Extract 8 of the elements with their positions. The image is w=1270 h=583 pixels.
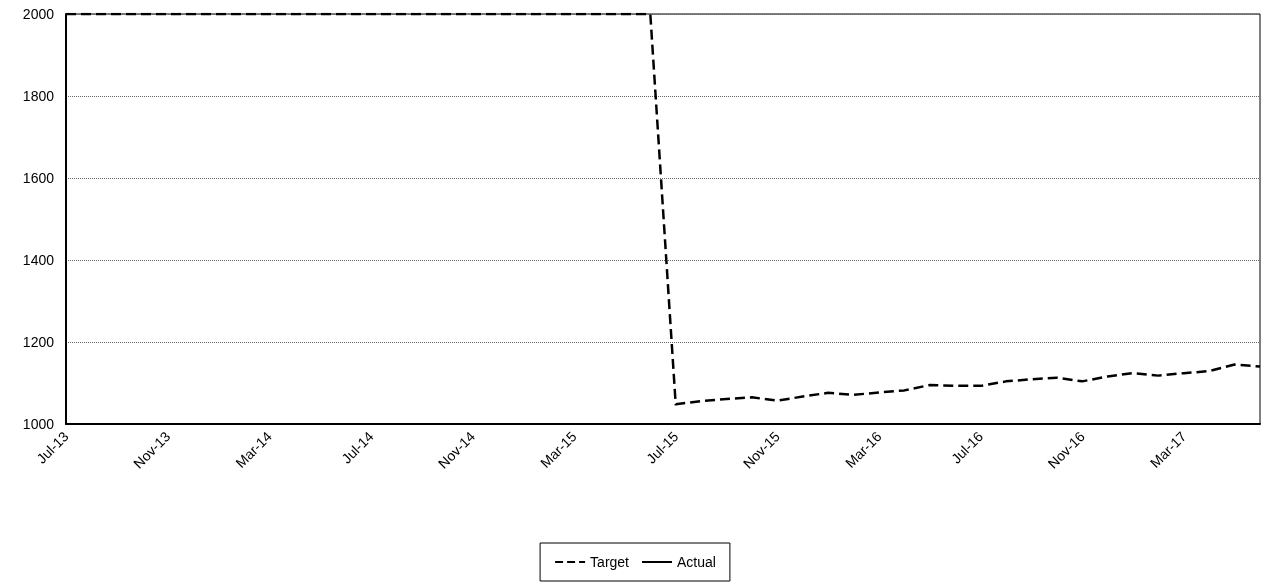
legend-label: Target: [590, 554, 630, 570]
y-tick-label: 1200: [22, 334, 55, 350]
legend-label: Actual: [677, 554, 716, 570]
y-tick-label: 1400: [22, 252, 55, 268]
y-tick-label: 2000: [22, 6, 55, 22]
y-tick-label: 1000: [22, 416, 55, 432]
y-tick-label: 1800: [22, 88, 55, 104]
y-tick-label: 1600: [22, 170, 55, 186]
